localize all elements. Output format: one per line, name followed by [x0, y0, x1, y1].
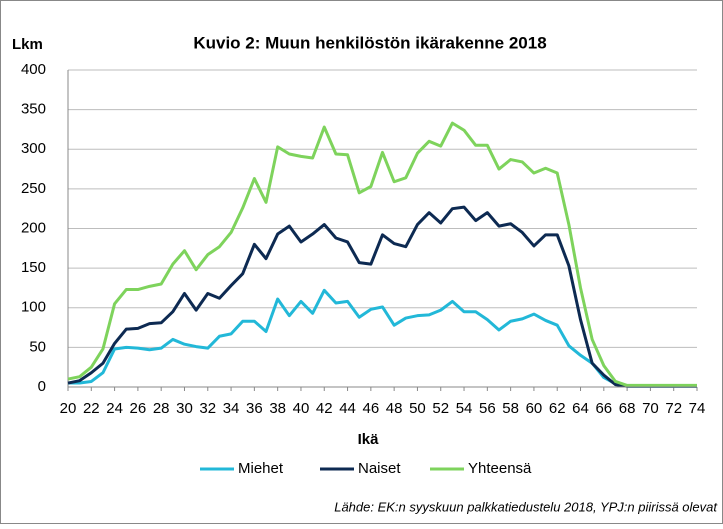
x-tick-label: 32	[199, 400, 216, 417]
y-tick-label: 100	[21, 299, 46, 316]
x-tick-label: 68	[619, 400, 636, 417]
x-tick-label: 56	[479, 400, 496, 417]
x-tick-label: 54	[456, 400, 473, 417]
x-tick-label: 60	[526, 400, 543, 417]
x-axis-label: Ikä	[358, 431, 380, 448]
x-tick-label: 66	[595, 400, 612, 417]
x-tick-label: 50	[409, 400, 426, 417]
x-tick-label: 62	[549, 400, 566, 417]
x-tick-label: 46	[363, 400, 380, 417]
y-tick-label: 250	[21, 180, 46, 197]
x-tick-label: 40	[293, 400, 310, 417]
y-tick-label: 50	[29, 338, 46, 355]
x-tick-label: 26	[130, 400, 147, 417]
x-tick-label: 20	[60, 400, 77, 417]
source-note: Lähde: EK:n syyskuun palkkatiedustelu 20…	[334, 499, 718, 514]
x-tick-label: 38	[269, 400, 286, 417]
x-tick-label: 24	[106, 400, 123, 417]
x-tick-label: 58	[502, 400, 519, 417]
y-axis-label: Lkm	[12, 36, 43, 53]
x-tick-label: 34	[223, 400, 240, 417]
legend-label: Yhteensä	[468, 460, 532, 477]
x-tick-label: 30	[176, 400, 193, 417]
data-line	[67, 205, 697, 388]
x-tick-label: 64	[572, 400, 589, 417]
x-tick-label: 22	[83, 400, 100, 417]
x-tick-label: 48	[386, 400, 403, 417]
y-tick-label: 300	[21, 140, 46, 157]
data-line	[67, 121, 697, 387]
x-tick-label: 42	[316, 400, 333, 417]
x-tick-label: 72	[665, 400, 682, 417]
x-tick-label: 52	[432, 400, 449, 417]
y-tick-label: 150	[21, 259, 46, 276]
y-tick-label: 0	[38, 378, 46, 395]
x-tick-label: 28	[153, 400, 170, 417]
legend-label: Naiset	[358, 460, 401, 477]
x-tick-label: 44	[339, 400, 356, 417]
y-tick-label: 350	[21, 101, 46, 118]
y-tick-label: 200	[21, 219, 46, 236]
x-tick-label: 74	[689, 400, 706, 417]
x-tick-label: 36	[246, 400, 263, 417]
legend-label: Miehet	[238, 460, 284, 477]
x-tick-label: 70	[642, 400, 659, 417]
y-tick-label: 400	[21, 61, 46, 78]
chart-title: Kuvio 2: Muun henkilöstön ikärakenne 201…	[193, 33, 546, 52]
